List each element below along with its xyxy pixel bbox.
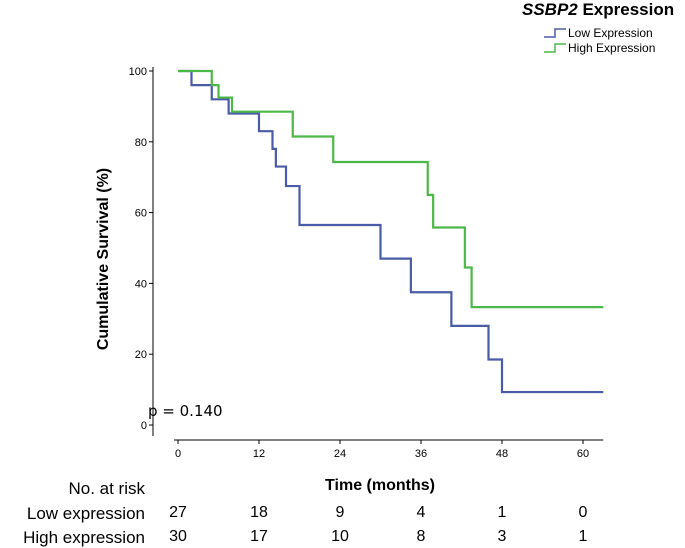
- series-line-high: [178, 69, 604, 309]
- risk-count: 4: [416, 504, 426, 521]
- risk-row-high-label: High expression: [23, 528, 145, 547]
- y-tick-label: 60: [135, 208, 147, 220]
- y-tick-label: 80: [135, 137, 147, 149]
- legend-label-high: High Expression: [568, 41, 656, 55]
- y-tick-label: 0: [141, 420, 147, 432]
- risk-row-low-label: Low expression: [26, 504, 145, 523]
- risk-count: 1: [497, 504, 507, 521]
- legend-title-rest: Expression: [577, 0, 675, 19]
- y-tick-label: 20: [135, 349, 147, 361]
- risk-table-header: No. at risk: [68, 479, 145, 498]
- x-tick-label: 12: [253, 448, 265, 460]
- risk-count: 3: [497, 528, 507, 545]
- legend-entry-low: Low Expression: [544, 26, 653, 40]
- y-axis-label: Cumulative Survival (%): [95, 167, 112, 351]
- risk-count: 0: [578, 504, 588, 521]
- x-tick-label: 48: [496, 448, 508, 460]
- risk-count: 8: [416, 528, 426, 545]
- risk-count: 1: [578, 528, 588, 545]
- legend-title: SSBP2 Expression: [522, 0, 674, 20]
- risk-count: 27: [169, 504, 187, 521]
- legend-entry-high: High Expression: [544, 41, 655, 55]
- risk-count: 9: [335, 504, 345, 521]
- x-tick-label: 36: [415, 448, 427, 460]
- legend-swatch-high: [544, 43, 566, 53]
- p-value-annotation: p = 0.140: [148, 402, 223, 420]
- x-tick-label: 0: [175, 448, 181, 460]
- x-tick-label: 60: [577, 448, 589, 460]
- x-tick-label: 24: [334, 448, 346, 460]
- risk-count: 30: [169, 528, 187, 545]
- y-tick-label: 100: [129, 66, 147, 78]
- legend-title-gene: SSBP2: [522, 0, 578, 19]
- legend-swatch-low: [544, 28, 566, 38]
- series-line-low: [178, 69, 604, 394]
- axes: 0 20 40 60 80 100 0 12 24 36 48 60: [129, 66, 604, 460]
- legend-label-low: Low Expression: [568, 26, 653, 40]
- x-axis-label: Time (months): [325, 477, 435, 494]
- y-tick-label: 40: [135, 278, 147, 290]
- risk-count: 17: [250, 528, 268, 545]
- risk-count: 18: [250, 504, 268, 521]
- series-group: [178, 69, 604, 394]
- risk-count: 10: [331, 528, 349, 545]
